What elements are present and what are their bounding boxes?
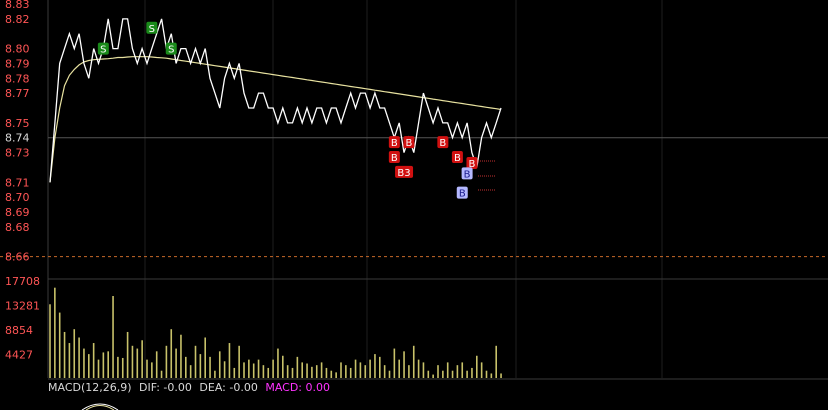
buy-marker: B [456, 186, 468, 200]
price-tick-label: 8.75 [5, 117, 30, 130]
macd-value: MACD: 0.00 [265, 381, 330, 394]
buy-marker: B [437, 136, 449, 149]
volume-bars [49, 287, 502, 378]
volume-tick-label: 8854 [5, 324, 33, 337]
macd-name: MACD(12,26,9) [48, 381, 132, 394]
marker-label: S [168, 45, 174, 56]
price-tick-label: 8.74 [5, 132, 30, 145]
buy-marker: B [388, 136, 400, 149]
buy-marker: B [451, 151, 463, 164]
macd-dea-curve [85, 405, 115, 410]
price-tick-label: 8.68 [5, 221, 30, 234]
price-line [49, 18, 502, 183]
price-tick-label: 8.79 [5, 57, 30, 70]
marker-label: B [454, 153, 461, 164]
buy-marker: B [466, 156, 478, 170]
marker-label: B3 [397, 168, 410, 179]
marker-badge [97, 42, 109, 55]
marker-badge [165, 42, 177, 55]
marker-label: B [469, 159, 476, 170]
buy-marker: B [461, 167, 473, 180]
price-tick-label: 8.69 [5, 206, 30, 219]
average-line [49, 56, 502, 183]
buy-marker: B3 [395, 165, 414, 179]
volume-tick-label: 4427 [5, 349, 33, 362]
price-tick-label: 8.73 [5, 147, 30, 160]
sell-marker: S [146, 21, 158, 35]
macd-dea: DEA: -0.00 [199, 381, 258, 394]
price-tick-label: 8.77 [5, 87, 30, 100]
marker-badge [388, 151, 400, 164]
marker-badge [466, 156, 478, 169]
price-tick-label: 8.70 [5, 191, 30, 204]
marker-label: B [391, 138, 398, 149]
price-tick-label: 8.82 [5, 13, 30, 26]
marker-label: B [391, 153, 398, 164]
macd-dif: DIF: -0.00 [139, 381, 192, 394]
marker-label: S [100, 45, 106, 56]
marker-badge [456, 186, 468, 199]
marker-badge [437, 136, 449, 149]
marker-badge [403, 136, 415, 149]
marker-badge [388, 136, 400, 149]
volume-axis: 17708 13281 8854 4427 [5, 275, 40, 362]
macd-legend: MACD(12,26,9) DIF: -0.00 DEA: -0.00 MACD… [48, 381, 334, 395]
marker-badge [395, 165, 414, 178]
macd-panel [81, 403, 119, 410]
average-price-line [49, 56, 502, 183]
price-axis: 8.83 8.82 8.808.79 8.78 8.77 8.75 8.74 8.73 8.71… [5, 0, 30, 264]
buy-marker: B [403, 136, 415, 149]
marker-badge [451, 151, 463, 164]
sell-marker: S [165, 42, 177, 56]
price-tick-label: 8.83 [5, 0, 30, 11]
buy-marker: B [388, 151, 400, 164]
price-tick-label: 8.80 [5, 43, 30, 56]
marker-label: B [439, 138, 446, 149]
volume-tick-label: 13281 [5, 300, 40, 313]
price-line [49, 18, 502, 183]
price-tick-label: 8.66 [5, 251, 30, 264]
marker-label: B [459, 189, 466, 200]
marker-badge [146, 21, 158, 34]
marker-label: S [149, 24, 155, 35]
sell-marker: S [97, 42, 109, 56]
macd-dif-curve [81, 403, 119, 410]
price-tick-label: 8.78 [5, 72, 30, 85]
marker-label: B [405, 138, 412, 149]
price-tick-label: 8.71 [5, 176, 30, 189]
marker-badge [461, 167, 473, 180]
marker-label: B [464, 169, 471, 180]
volume-tick-label: 17708 [5, 275, 40, 288]
grid [0, 0, 828, 380]
